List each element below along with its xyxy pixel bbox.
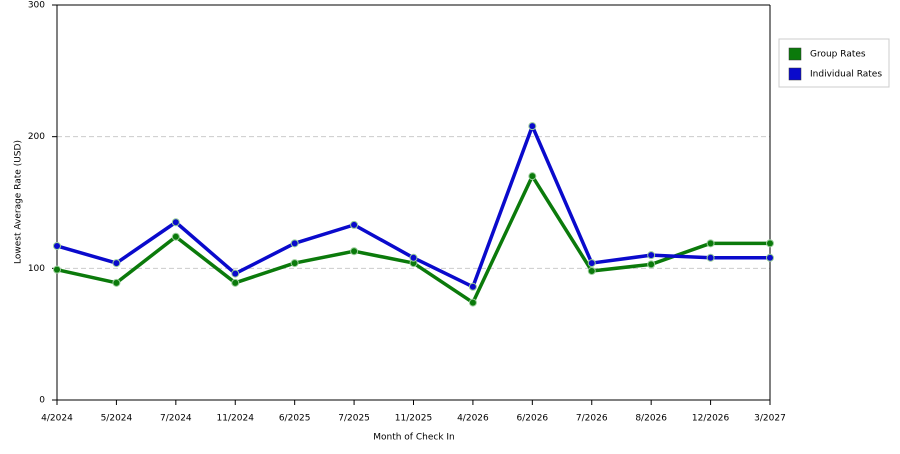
data-point (290, 259, 299, 268)
data-point (112, 278, 121, 287)
x-tick-label: 7/2024 (160, 414, 192, 424)
x-tick-label: 6/2025 (279, 414, 311, 424)
x-tick-label: 6/2026 (516, 414, 548, 424)
x-tick-label: 12/2026 (692, 414, 730, 424)
x-tick-label: 3/2027 (754, 414, 786, 424)
data-point (647, 260, 656, 269)
x-tick-label: 8/2026 (635, 414, 667, 424)
legend-swatch (788, 47, 802, 61)
y-tick-label: 100 (28, 264, 45, 274)
data-point (587, 266, 596, 275)
data-point (350, 220, 359, 229)
x-tick-label: 11/2025 (395, 414, 432, 424)
data-point (766, 239, 774, 248)
data-point (528, 172, 537, 181)
x-tick-label: 7/2025 (338, 414, 370, 424)
data-point (112, 259, 121, 268)
data-point (290, 239, 299, 248)
legend-label: Individual Rates (810, 70, 882, 80)
data-point (231, 269, 240, 278)
data-point (171, 232, 180, 241)
x-tick-label: 11/2024 (217, 414, 255, 424)
data-point (350, 247, 359, 256)
data-point (468, 298, 477, 307)
y-tick-label: 200 (28, 132, 45, 142)
data-point (171, 218, 180, 227)
x-tick-label: 7/2026 (576, 414, 608, 424)
x-tick-label: 5/2024 (101, 414, 133, 424)
legend-label: Group Rates (810, 50, 866, 60)
series-line (56, 174, 770, 305)
data-point (53, 265, 61, 274)
data-point (706, 253, 715, 262)
y-tick-label: 300 (28, 1, 45, 11)
data-point (468, 282, 477, 291)
data-point (409, 253, 418, 262)
legend-swatch (788, 67, 802, 81)
y-tick-label: 0 (39, 396, 45, 406)
data-point (706, 239, 715, 248)
data-point (528, 122, 537, 131)
y-axis-label: Lowest Average Rate (USD) (14, 140, 24, 264)
data-point (766, 253, 774, 262)
data-point (53, 241, 61, 250)
x-axis-label: Month of Check In (373, 433, 455, 443)
x-tick-label: 4/2024 (41, 414, 73, 424)
data-point (647, 251, 656, 260)
data-point (587, 259, 596, 268)
data-point (231, 278, 240, 287)
x-tick-label: 4/2026 (457, 414, 489, 424)
